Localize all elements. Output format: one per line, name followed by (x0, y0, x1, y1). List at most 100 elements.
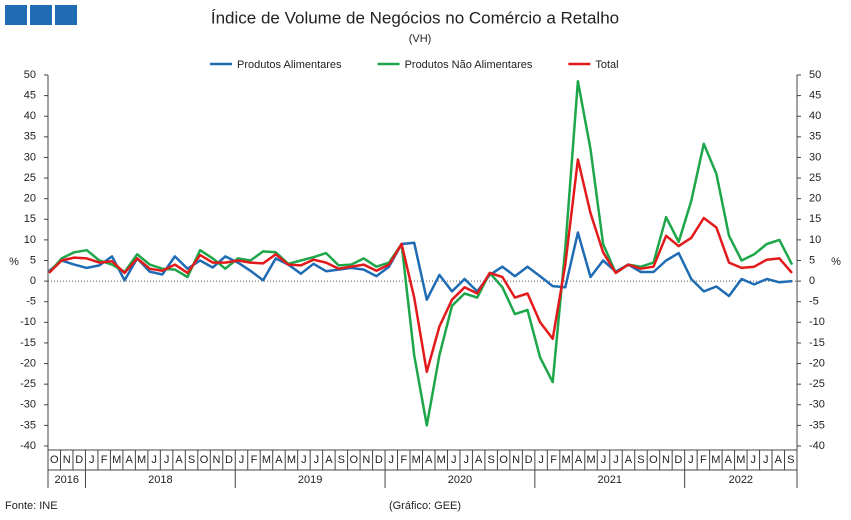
x-tick-label: S (637, 454, 644, 466)
x-tick-label: O (499, 454, 508, 466)
x-tick-label: M (586, 454, 595, 466)
x-tick-label: F (101, 454, 108, 466)
year-label: 2019 (298, 474, 322, 486)
x-tick-label: A (575, 454, 583, 466)
y2-tick-label: -35 (809, 419, 825, 431)
y-tick-label: 15 (24, 213, 36, 225)
x-tick-label: J (451, 454, 457, 466)
chart-subtitle: (VH) (409, 33, 432, 45)
year-label: 2018 (148, 474, 172, 486)
x-tick-label: F (400, 454, 407, 466)
x-tick-label: D (375, 454, 383, 466)
y2-axis-label: % (831, 256, 841, 268)
y-tick-label: 30 (24, 151, 36, 163)
x-tick-label: M (287, 454, 296, 466)
x-tick-label: J (538, 454, 544, 466)
x-tick-label: M (412, 454, 421, 466)
x-tick-label: A (625, 454, 633, 466)
x-tick-label: M (137, 454, 146, 466)
y-tick-label: -20 (20, 357, 36, 369)
x-tick-label: D (75, 454, 83, 466)
source: Fonte: INE (5, 500, 58, 512)
x-tick-label: F (251, 454, 258, 466)
legend-label: Produtos Alimentares (237, 59, 342, 71)
x-tick-label: A (725, 454, 733, 466)
y-tick-label: 45 (24, 90, 36, 102)
x-tick-label: O (350, 454, 359, 466)
year-label: 2020 (448, 474, 472, 486)
year-label: 2022 (729, 474, 753, 486)
legend-label: Total (595, 59, 618, 71)
y2-tick-label: 5 (809, 254, 815, 266)
x-tick-label: A (775, 454, 783, 466)
x-tick-label: N (512, 454, 520, 466)
x-tick-label: J (751, 454, 757, 466)
x-tick-label: M (437, 454, 446, 466)
logo-block (5, 5, 27, 25)
y2-tick-label: -5 (809, 296, 819, 308)
y2-tick-label: -25 (809, 378, 825, 390)
x-tick-label: M (262, 454, 271, 466)
y2-tick-label: 50 (809, 69, 821, 81)
y-tick-label: -10 (20, 316, 36, 328)
x-tick-label: J (151, 454, 157, 466)
x-tick-label: O (50, 454, 59, 466)
x-tick-label: A (475, 454, 483, 466)
x-tick-label: A (175, 454, 183, 466)
y-tick-label: -40 (20, 440, 36, 452)
x-tick-label: J (613, 454, 619, 466)
y2-tick-label: -40 (809, 440, 825, 452)
x-tick-label: A (125, 454, 133, 466)
y-tick-label: 20 (24, 193, 36, 205)
y-tick-label: -30 (20, 399, 36, 411)
y-tick-label: -25 (20, 378, 36, 390)
logo-block (30, 5, 52, 25)
x-tick-label: N (213, 454, 221, 466)
y2-tick-label: 0 (809, 275, 815, 287)
x-tick-label: J (89, 454, 95, 466)
x-tick-label: O (200, 454, 209, 466)
x-tick-label: N (63, 454, 71, 466)
x-tick-label: J (688, 454, 694, 466)
x-tick-label: M (736, 454, 745, 466)
y-tick-label: 10 (24, 234, 36, 246)
x-tick-label: J (763, 454, 769, 466)
y2-tick-label: -10 (809, 316, 825, 328)
x-tick-label: J (301, 454, 307, 466)
x-tick-label: J (389, 454, 395, 466)
y2-tick-label: 35 (809, 131, 821, 143)
y2-tick-label: -20 (809, 357, 825, 369)
credit: (Gráfico: GEE) (389, 500, 461, 512)
x-tick-label: D (525, 454, 533, 466)
year-label: 2016 (54, 474, 78, 486)
y2-tick-label: 30 (809, 151, 821, 163)
y-tick-label: -5 (26, 296, 36, 308)
chart-title: Índice de Volume de Negócios no Comércio… (211, 8, 619, 27)
x-tick-label: D (674, 454, 682, 466)
y-tick-label: 40 (24, 110, 36, 122)
y-tick-label: 35 (24, 131, 36, 143)
x-tick-label: F (700, 454, 707, 466)
x-tick-label: F (550, 454, 557, 466)
y2-tick-label: -30 (809, 399, 825, 411)
y2-tick-label: 40 (809, 110, 821, 122)
x-tick-label: J (463, 454, 469, 466)
y2-tick-label: 25 (809, 172, 821, 184)
y-tick-label: 5 (30, 254, 36, 266)
x-tick-label: A (425, 454, 433, 466)
x-tick-label: M (112, 454, 121, 466)
y2-tick-label: 20 (809, 193, 821, 205)
y2-tick-label: 15 (809, 213, 821, 225)
x-tick-label: D (225, 454, 233, 466)
x-tick-label: A (275, 454, 283, 466)
x-tick-label: J (164, 454, 170, 466)
y2-tick-label: -15 (809, 337, 825, 349)
x-tick-label: J (601, 454, 607, 466)
series-line (48, 79, 794, 427)
y-tick-label: 50 (24, 69, 36, 81)
x-tick-label: S (338, 454, 345, 466)
logo-block (55, 5, 77, 25)
x-tick-label: M (561, 454, 570, 466)
x-tick-label: S (188, 454, 195, 466)
